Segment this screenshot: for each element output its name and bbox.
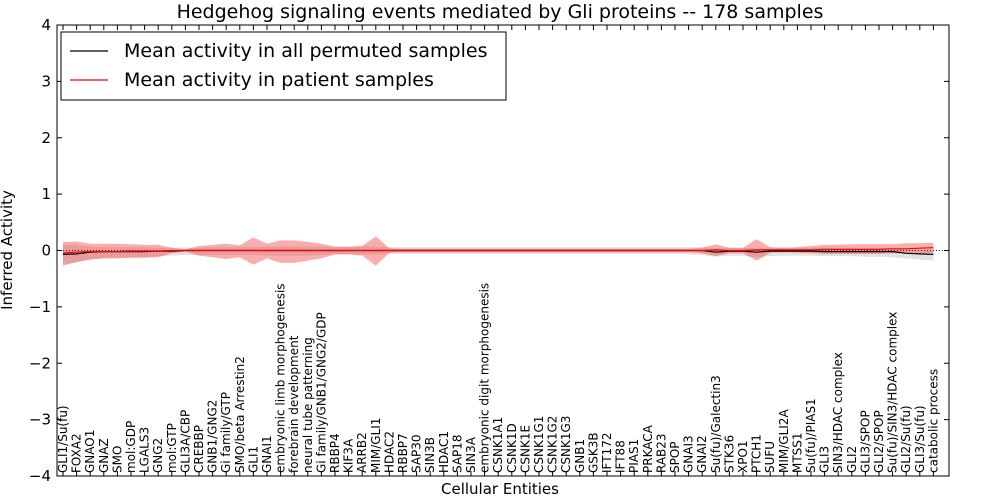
x-tick-label: SIN3B: [423, 437, 437, 473]
x-tick-label: catabolic process: [926, 369, 940, 473]
y-tick-label: 3: [41, 72, 51, 90]
x-tick-label: CREBBP: [192, 425, 206, 473]
patient-mean-line: [62, 247, 934, 254]
x-tick-label: KIF3A: [342, 438, 356, 473]
x-tick-label: GNG2: [151, 438, 165, 473]
y-tick-label: −4: [29, 467, 51, 485]
x-tick-label: SIN3/HDAC complex: [831, 352, 845, 473]
x-tick-label: GLI2: [845, 446, 859, 473]
x-tick-label: STK36: [722, 435, 736, 473]
y-tick-label: −3: [29, 411, 51, 429]
x-tick-label: GLI3/Su(fu): [913, 405, 927, 473]
x-tick-label: CSNK1A1: [491, 417, 505, 473]
x-tick-label: GNB1/GNG2: [206, 400, 220, 473]
legend-box: [60, 31, 507, 101]
x-tick-label: GLI3/SPOP: [858, 410, 872, 473]
x-tick-label: GLI3A/CBP: [178, 410, 192, 473]
x-tick-label: SAP18: [450, 434, 464, 473]
x-tick-label: GNAI3: [682, 435, 696, 473]
x-tick-label: embryonic limb morphogenesis: [274, 283, 288, 473]
y-tick-label: −1: [29, 298, 51, 316]
x-tick-label: Su(fu)/Galectin3: [709, 375, 723, 473]
legend-label-patient: Mean activity in patient samples: [124, 69, 434, 91]
x-tick-label: PTCH1: [750, 434, 764, 473]
x-tick-label: HDAC1: [437, 431, 451, 473]
x-tick-label: PRKACA: [641, 424, 655, 473]
x-tick-label: GLI1: [246, 446, 260, 473]
x-tick-label: RBBP7: [396, 433, 410, 473]
x-tick-label: IFT88: [614, 440, 628, 473]
x-tick-label: SAP30: [410, 434, 424, 473]
x-tick-label: LGALS3: [138, 427, 152, 473]
x-tick-label: MIM/GLI1: [369, 418, 383, 473]
x-tick-label: GNB1: [573, 439, 587, 473]
x-tick-label: Su(fu)/PIAS1: [804, 398, 818, 473]
x-tick-label: CSNK1G3: [559, 416, 573, 473]
x-tick-label: PIAS1: [627, 439, 641, 473]
y-tick-label: 2: [41, 129, 51, 147]
x-tick-label: Gi family/GNB1/GNG2/GDP: [314, 312, 328, 473]
x-tick-label: FOXA2: [70, 433, 84, 473]
x-tick-label: CSNK1E: [518, 425, 532, 473]
x-tick-label: SMO/beta Arrestin2: [233, 356, 247, 473]
x-tick-label: Su(fu)/SIN3/HDAC complex: [886, 312, 900, 473]
x-tick-label: GNAZ: [97, 438, 111, 473]
x-tick-label: GLI3: [818, 446, 832, 473]
x-tick-label: ARRB2: [355, 432, 369, 473]
x-tick-label: HDAC2: [382, 431, 396, 473]
x-tick-label: CSNK1G1: [532, 416, 546, 473]
x-tick-label: GNAI2: [695, 435, 709, 473]
x-tick-label: SIN3A: [464, 436, 478, 473]
y-tick-label: −2: [29, 354, 51, 372]
legend: Mean activity in all permuted samples Me…: [60, 31, 507, 101]
x-tick-label: mol:GDP: [124, 421, 138, 473]
x-tick-label: GLI2/Su(fu): [899, 405, 913, 473]
x-tick-label: GLI2/SPOP: [872, 410, 886, 473]
x-tick-label: embryonic digit morphogenesis: [478, 283, 492, 473]
x-tick-label: SUFU: [763, 441, 777, 473]
x-tick-label: GNAO1: [83, 430, 97, 473]
x-tick-label: XPO1: [736, 440, 750, 473]
x-tick-label: RAB23: [654, 433, 668, 473]
x-tick-label: forebrain development: [287, 335, 301, 473]
x-tick-label: SPOP: [668, 441, 682, 473]
x-tick-label: Gi family/GTP: [219, 392, 233, 473]
x-tick-label: CSNK1D: [505, 423, 519, 473]
x-tick-label: GLI1/Su(fu): [56, 405, 70, 473]
x-tick-label: SMO: [110, 446, 124, 473]
y-tick-label: 1: [41, 185, 51, 203]
x-tick-label: GNAI1: [260, 435, 274, 473]
x-tick-label: IFT172: [600, 433, 614, 473]
y-axis-label: Inferred Activity: [0, 190, 16, 310]
chart-title: Hedgehog signaling events mediated by Gl…: [177, 1, 824, 23]
y-tick-label: 4: [41, 16, 51, 34]
x-tick-label: MTSS1: [790, 432, 804, 473]
x-tick-label: neural tube patterning: [301, 337, 315, 473]
x-tick-label: GSK3B: [586, 432, 600, 473]
y-tick-label: 0: [41, 242, 51, 260]
x-tick-label: RBBP4: [328, 433, 342, 473]
x-tick-label: MIM/GLI2A: [777, 409, 791, 473]
legend-label-permuted: Mean activity in all permuted samples: [124, 40, 487, 62]
x-tick-label: mol:GTP: [165, 423, 179, 473]
x-axis-label: Cellular Entities: [441, 480, 559, 498]
x-tick-label: CSNK1G2: [546, 416, 560, 473]
